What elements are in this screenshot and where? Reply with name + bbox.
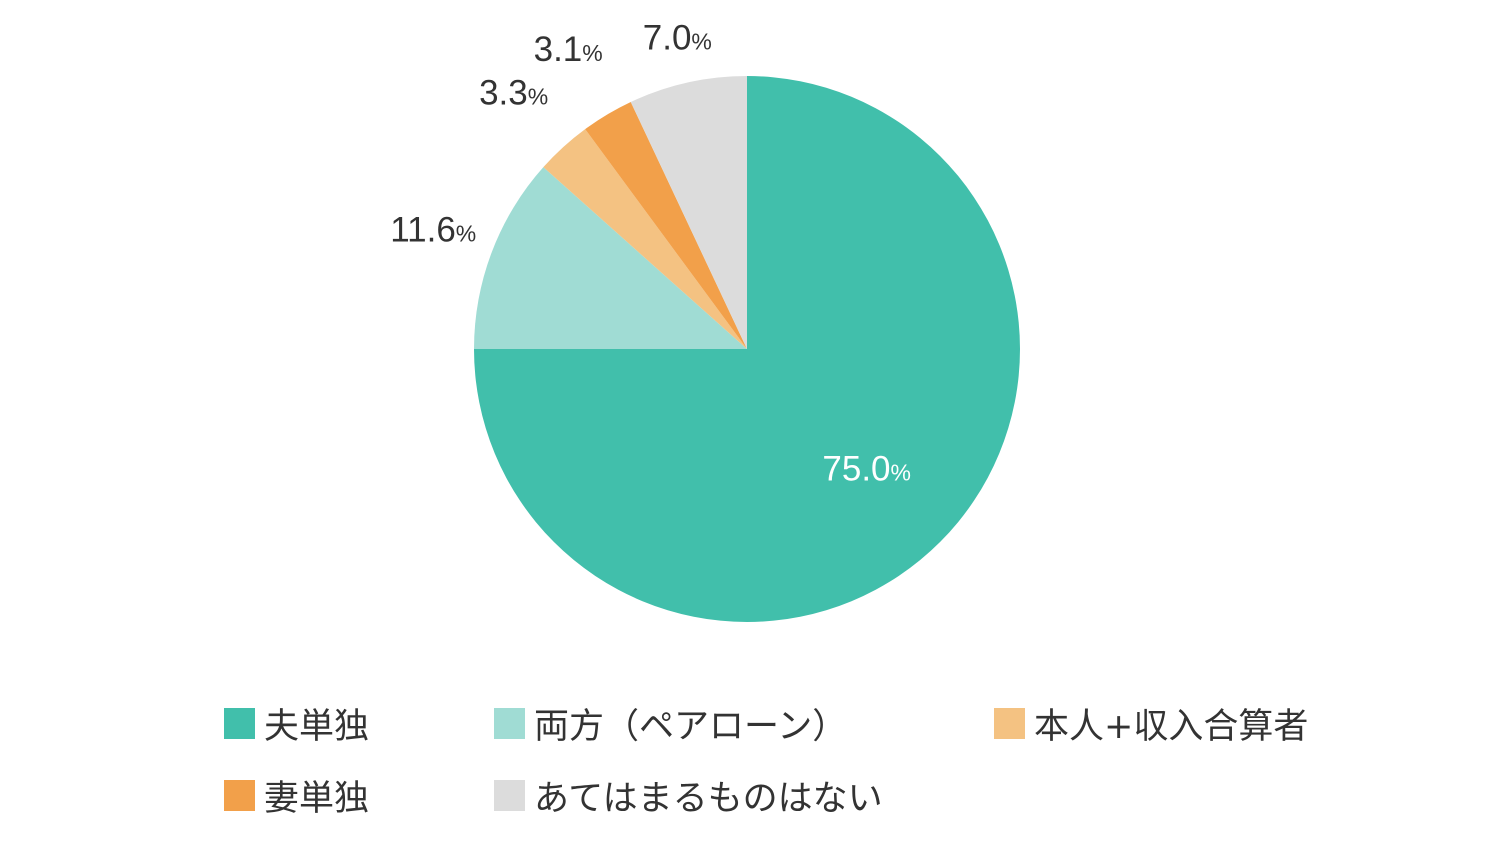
pie-slices <box>474 76 1020 622</box>
slice-combined-income <box>543 129 747 349</box>
pct-value: 75.0 <box>822 450 890 489</box>
pct-unit: % <box>582 40 602 66</box>
label-combined-income: 3.3% <box>479 74 548 113</box>
legend-item-wife-only: 妻単独 <box>224 772 494 819</box>
pct-value: 11.6 <box>390 210 456 249</box>
pct-unit: % <box>891 460 911 486</box>
legend-swatch <box>494 779 525 811</box>
legend-label: あてはまるものはない <box>534 778 883 819</box>
pct-value: 3.3 <box>479 74 528 113</box>
legend-item-none: あてはまるものはない <box>494 772 994 819</box>
legend-swatch <box>224 779 255 811</box>
chart-legend: 夫単独 両方（ペアローン） 本人+収入合算者 妻単独 あてはまるものはない <box>224 700 1404 819</box>
pct-unit: % <box>456 220 476 246</box>
legend-item-husband-only: 夫単独 <box>224 700 494 747</box>
pct-value: 7.0 <box>643 18 692 57</box>
legend-item-combined-income: 本人+収入合算者 <box>994 700 1404 747</box>
label-wife-only: 3.1% <box>534 30 603 69</box>
pct-value: 3.1 <box>534 30 583 69</box>
legend-label: 夫単独 <box>264 706 370 747</box>
slice-pair-loan <box>474 167 747 349</box>
slice-none <box>630 76 747 349</box>
legend-swatch <box>994 707 1025 739</box>
legend-label: 本人+収入合算者 <box>1034 706 1309 747</box>
legend-label: 妻単独 <box>264 778 370 819</box>
pct-unit: % <box>528 84 548 110</box>
pie-labels: 75.0%11.6%3.3%3.1% 7.0% <box>390 18 911 488</box>
slice-wife-only <box>585 101 747 350</box>
label-none: 7.0% <box>643 18 712 57</box>
pct-unit: % <box>691 28 711 54</box>
legend-swatch <box>494 707 525 739</box>
legend-label: 両方（ペアローン） <box>534 706 848 747</box>
label-pair-loan: 11.6% <box>390 210 476 249</box>
label-husband-only: 75.0% <box>822 450 911 489</box>
legend-item-pair-loan: 両方（ペアローン） <box>494 700 994 747</box>
legend-swatch <box>224 707 255 739</box>
